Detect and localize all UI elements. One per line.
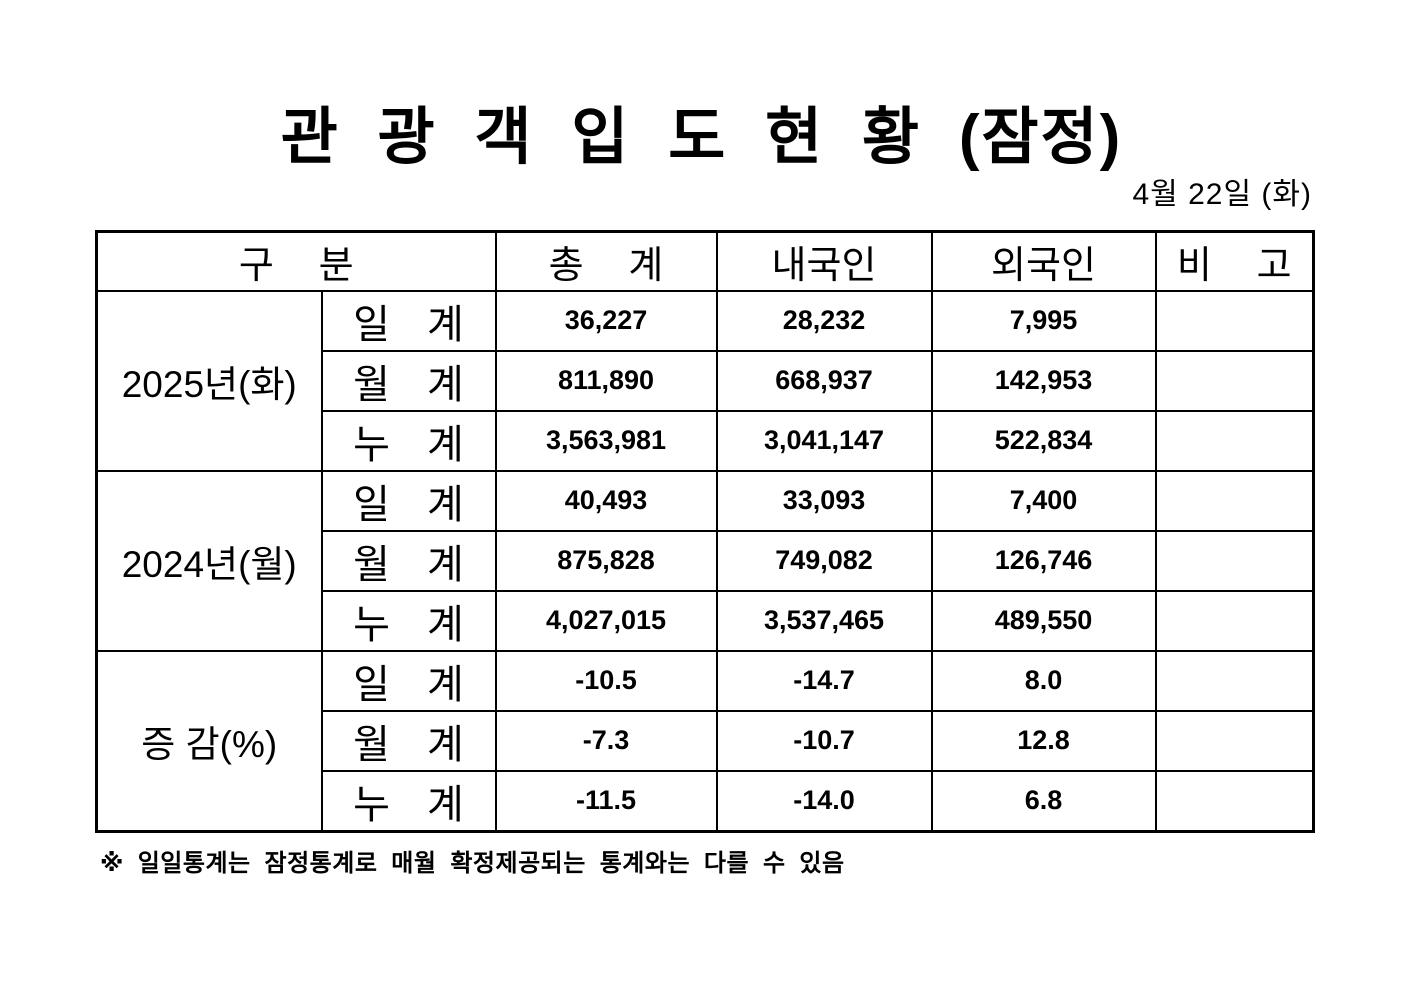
row-label-cumulative: 누 계 [320, 769, 497, 832]
table-row: 월 계 -7.3 -10.7 12.8 [97, 709, 1315, 772]
cell-total: -11.5 [494, 769, 718, 832]
cell-domestic: 33,093 [715, 469, 933, 532]
header-domestic: 내국인 [715, 230, 933, 292]
cell-remarks [1154, 289, 1315, 352]
cell-remarks [1154, 349, 1315, 412]
cell-foreign: 489,550 [930, 589, 1157, 652]
table-row: 2024년(월) 일 계 40,493 33,093 7,400 [95, 469, 1315, 652]
header-foreign: 외국인 [930, 230, 1157, 292]
cell-total: 875,828 [494, 529, 718, 592]
cell-remarks [1154, 409, 1315, 472]
row-label-monthly: 월 계 [320, 349, 497, 412]
cell-foreign: 6.8 [930, 769, 1157, 832]
table-row: 월 계 875,828 749,082 126,746 [97, 529, 1315, 592]
cell-total: 811,890 [494, 349, 718, 412]
cell-total: 36,227 [494, 289, 718, 352]
footnote: ※ 일일통계는 잠정통계로 매월 확정제공되는 통계와는 다를 수 있음 [100, 850, 845, 877]
cell-domestic: -14.7 [715, 649, 933, 712]
cell-remarks [1154, 529, 1315, 592]
cell-foreign: 8.0 [930, 649, 1157, 712]
header-remarks: 비 고 [1154, 230, 1315, 292]
cell-total: 40,493 [494, 469, 718, 532]
tourist-arrivals-table: 구 분 총 계 내국인 외국인 비 고 2025년(화) 일 계 36,227 … [95, 230, 1315, 833]
cell-total: -7.3 [494, 709, 718, 772]
header-category: 구 분 [95, 230, 497, 292]
table-header-row: 구 분 총 계 내국인 외국인 비 고 [95, 230, 1315, 292]
cell-domestic: -14.0 [715, 769, 933, 832]
cell-remarks [1154, 769, 1315, 832]
row-label-monthly: 월 계 [320, 529, 497, 592]
cell-foreign: 12.8 [930, 709, 1157, 772]
row-label-daily: 일 계 [320, 289, 497, 352]
table-row: 증 감(%) 일 계 -10.5 -14.7 8.0 [95, 649, 1315, 832]
page-title: 관 광 객 입 도 현 황 (잠정) [280, 103, 1123, 172]
header-total: 총 계 [494, 230, 718, 292]
cell-domestic: -10.7 [715, 709, 933, 772]
cell-domestic: 668,937 [715, 349, 933, 412]
cell-remarks [1154, 589, 1315, 652]
cell-domestic: 749,082 [715, 529, 933, 592]
row-label-monthly: 월 계 [320, 709, 497, 772]
cell-total: 3,563,981 [494, 409, 718, 472]
cell-remarks [1154, 709, 1315, 772]
cell-domestic: 28,232 [715, 289, 933, 352]
table-row: 누 계 4,027,015 3,537,465 489,550 [97, 589, 1315, 652]
cell-foreign: 7,995 [930, 289, 1157, 352]
cell-foreign: 126,746 [930, 529, 1157, 592]
cell-total: -10.5 [494, 649, 718, 712]
cell-foreign: 7,400 [930, 469, 1157, 532]
group-label-change-pct: 증 감(%) [95, 649, 323, 832]
cell-remarks [1154, 469, 1315, 532]
cell-remarks [1154, 649, 1315, 712]
row-label-cumulative: 누 계 [320, 589, 497, 652]
cell-domestic: 3,041,147 [715, 409, 933, 472]
cell-foreign: 522,834 [930, 409, 1157, 472]
table-row: 누 계 -11.5 -14.0 6.8 [97, 769, 1315, 832]
row-label-daily: 일 계 [320, 469, 497, 532]
table-row: 월 계 811,890 668,937 142,953 [97, 349, 1315, 412]
group-label-2024: 2024년(월) [95, 469, 323, 652]
group-label-2025: 2025년(화) [95, 289, 323, 472]
row-label-daily: 일 계 [320, 649, 497, 712]
table-row: 2025년(화) 일 계 36,227 28,232 7,995 [95, 289, 1315, 472]
cell-domestic: 3,537,465 [715, 589, 933, 652]
report-date: 4월 22일 (화) [1132, 178, 1312, 211]
table-row: 누 계 3,563,981 3,041,147 522,834 [97, 409, 1315, 472]
cell-total: 4,027,015 [494, 589, 718, 652]
cell-foreign: 142,953 [930, 349, 1157, 412]
row-label-cumulative: 누 계 [320, 409, 497, 472]
